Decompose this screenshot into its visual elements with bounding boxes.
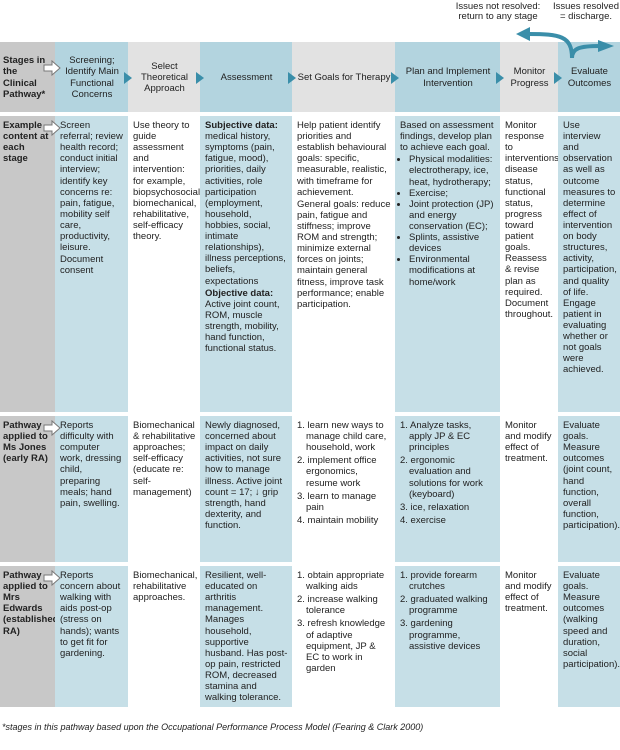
cell-text: Monitor and modify effect of treatment. <box>505 420 552 465</box>
numbered-item: 2. graduated walking programme <box>400 594 488 617</box>
cell: Reports difficulty with computer work, d… <box>43 414 128 566</box>
cell-text: Monitor response to interventions, disea… <box>505 120 562 320</box>
pathway-row: Pathway applied to Ms Jones (early RA) Re… <box>0 414 620 566</box>
numbered-item: 1. learn new ways to manage child care, … <box>297 420 387 454</box>
cell: Subjective data: medical history, sympto… <box>200 114 292 416</box>
cell: Help patient identify priorities and est… <box>292 114 395 416</box>
cell-text: Active joint count, ROM, muscle strength… <box>205 298 280 355</box>
header-row: Stages in the Clinical Pathway* Screening… <box>0 42 620 116</box>
numbered-item: 2. increase walking tolerance <box>297 594 378 617</box>
cell-text: Evaluate goals. Measure outcomes (joint … <box>563 420 620 531</box>
pathway-row: Pathway applied to Mrs Edwards (establis… <box>0 564 620 712</box>
numbered-item: 3. learn to manage pain <box>297 490 377 513</box>
cell-text: Use theory to guide assessment and inter… <box>133 120 203 243</box>
stage-header: Plan and Implement Intervention <box>395 42 504 116</box>
loop-arrows <box>516 27 614 59</box>
numbered-item: 2. ergonomic evaluation and solutions fo… <box>400 455 483 500</box>
cell-text: Based on assessment findings, develop pl… <box>400 120 494 154</box>
row-arrow <box>43 569 61 587</box>
cell: Reports concern about walking with aids … <box>43 564 128 712</box>
cell-text: Resilient, well-educated on arthritis ma… <box>205 570 288 704</box>
pathway-row: Example content at each stage Screen refe… <box>0 114 620 416</box>
cell: Use theory to guide assessment and inter… <box>128 114 203 416</box>
cell-text: General goals: reduce pain, fatigue and … <box>297 198 391 310</box>
cell: 1. provide forearm crutches 2. graduated … <box>395 564 500 712</box>
cell: 1. learn new ways to manage child care, … <box>292 414 395 566</box>
numbered-item: 4. exercise <box>400 514 446 526</box>
cell: 1. obtain appropriate walking aids 2. inc… <box>292 564 395 712</box>
row-label: Stages in the Clinical Pathway* <box>0 42 55 116</box>
stage-header: Evaluate Outcomes <box>558 42 620 116</box>
cell-text: Biomechanical, rehabilitative approaches… <box>133 570 198 604</box>
return-arrow-head <box>516 27 530 41</box>
numbered-item: 1. provide forearm crutches <box>400 570 478 593</box>
cell-text: Newly diagnosed, concerned about impact … <box>205 420 283 531</box>
cell-label: Objective data: <box>205 287 274 299</box>
bullet-item: Exercise; <box>409 188 496 199</box>
cell: Monitor and modify effect of treatment. <box>500 564 558 712</box>
numbered-item: 4. maintain mobility <box>297 514 379 526</box>
numbered-item: 3. gardening programme, assistive device… <box>400 618 481 652</box>
cell-text: Use interview and observation as well as… <box>563 120 617 376</box>
bullet-item: Joint protection (JP) and energy conserv… <box>409 199 496 232</box>
annotation-not-resolved: Issues not resolved: return to any stage <box>455 1 541 23</box>
bullet-list: Physical modalities: electrotherapy, ice… <box>400 154 496 287</box>
stage-header: Screening; Identify Main Functional Conc… <box>43 42 132 116</box>
discharge-arrow <box>570 44 601 59</box>
cell-label: Subjective data: <box>205 120 278 131</box>
cell: Biomechanical, rehabilitative approaches… <box>128 564 200 712</box>
cell: Screen referral; review health record; c… <box>43 114 128 416</box>
stage-header: Select Theoretical Approach <box>128 42 204 116</box>
numbered-item: 3. ice, relaxation <box>400 501 470 513</box>
stage-header: Set Goals for Therapy <box>292 42 399 116</box>
footnote: *stages in this pathway based upon the O… <box>2 722 424 732</box>
cell-text: Biomechanical & rehabilitative approache… <box>133 420 196 498</box>
cell: Evaluate goals. Measure outcomes (walkin… <box>558 564 620 712</box>
discharge-arrow-head <box>598 40 614 52</box>
row-arrow <box>43 419 61 437</box>
cell: Evaluate goals. Measure outcomes (joint … <box>558 414 620 566</box>
cell-text: Help patient identify priorities and est… <box>297 120 387 198</box>
cell-text: Subjective data: medical history, sympto… <box>205 120 288 287</box>
cell: Use interview and observation as well as… <box>558 114 620 416</box>
cell-text: Evaluate goals. Measure outcomes (walkin… <box>563 570 620 670</box>
cell-text: Monitor and modify effect of treatment. <box>505 570 552 615</box>
stage-header: Assessment <box>200 42 296 116</box>
cell: 1. Analyze tasks, apply JP & EC principl… <box>395 414 500 566</box>
cell-text: Reports concern about walking with aids … <box>60 570 121 659</box>
return-arrow <box>527 32 574 59</box>
cell-text: Document consent <box>60 254 104 277</box>
bullet-item: Environmental modifications at home/work <box>409 254 496 287</box>
cell: Resilient, well-educated on arthritis ma… <box>200 564 292 712</box>
cell: Monitor response to interventions, disea… <box>500 114 562 416</box>
pathway-table: Stages in the Clinical Pathway* Screening… <box>0 42 620 712</box>
row-arrow <box>43 119 61 137</box>
stage-header: Monitor Progress <box>500 42 562 116</box>
cell: Based on assessment findings, develop pl… <box>395 114 500 416</box>
cell-text: Objective data: Active joint count, ROM,… <box>205 288 288 355</box>
cell-text: Reports difficulty with computer work, d… <box>60 420 122 509</box>
cell: Monitor and modify effect of treatment. <box>500 414 558 566</box>
bullet-item: Splints, assistive devices <box>409 232 496 254</box>
cell-text: medical history, symptoms (pain, fatigue… <box>205 131 286 287</box>
row-label: Example content at each stage <box>0 114 55 416</box>
row-label: Pathway applied to Mrs Edwards (establis… <box>0 564 58 712</box>
bullet-item: Physical modalities: electrotherapy, ice… <box>409 154 496 187</box>
cell-text: Screen referral; review health record; c… <box>60 120 123 254</box>
row-arrow <box>43 59 61 77</box>
numbered-item: 2. implement office ergonomics, resume w… <box>297 455 377 489</box>
numbered-item: 3. refresh knowledge of adaptive equipme… <box>297 618 386 674</box>
cell: Biomechanical & rehabilitative approache… <box>128 414 200 566</box>
row-label: Pathway applied to Ms Jones (early RA) <box>0 414 55 566</box>
numbered-item: 1. obtain appropriate walking aids <box>297 570 385 593</box>
annotation-resolved: Issues resolved = discharge. <box>552 1 619 23</box>
numbered-item: 1. Analyze tasks, apply JP & EC principl… <box>400 420 472 454</box>
cell: Newly diagnosed, concerned about impact … <box>200 414 292 566</box>
